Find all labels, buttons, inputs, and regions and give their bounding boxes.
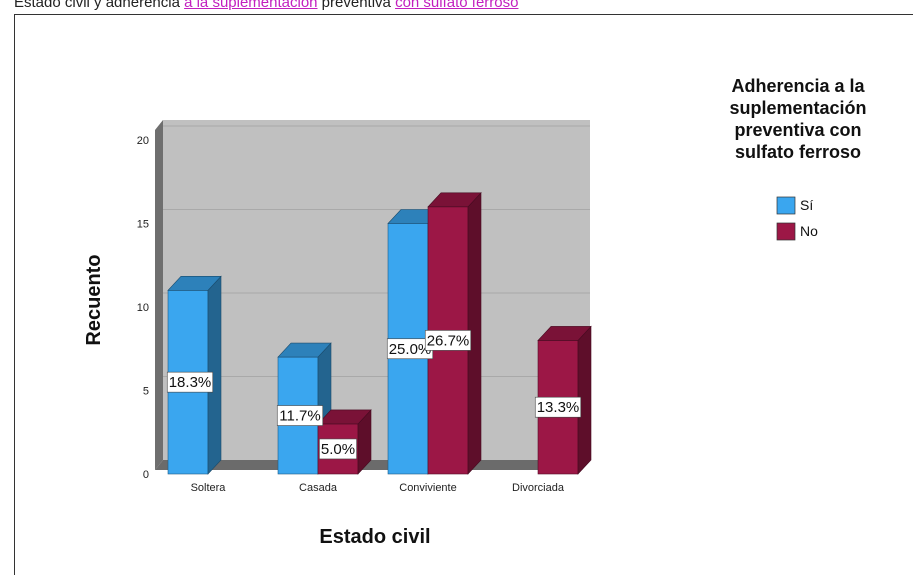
left-wall	[155, 120, 163, 470]
y-tick-label-5: 5	[143, 386, 149, 398]
bar-divorciada-no-top	[537, 326, 592, 341]
data-label-divorciada-no: 13.3%	[537, 399, 580, 416]
y-tick-label-20: 20	[137, 135, 149, 147]
x-tick-label-conviviente: Conviviente	[399, 482, 456, 494]
y-tick-label-0: 0	[143, 469, 149, 481]
caption-part-2: a la suplementación	[184, 0, 318, 11]
legend-title-line-4: sulfato ferroso	[735, 142, 861, 162]
data-label-conviviente-no: 26.7%	[427, 332, 470, 349]
back-wall	[163, 120, 590, 460]
legend-title-line-1: Adherencia a la	[731, 76, 865, 96]
data-label-casada-si-box	[276, 405, 324, 426]
data-label-conviviente-si: 25.0%	[389, 341, 432, 358]
legend-swatch-si	[776, 196, 796, 215]
legend-label-no: No	[800, 223, 818, 239]
figure-caption: Estado civil y adherencia a la suplement…	[14, 0, 518, 11]
caption-part-4: con sulfato ferroso	[395, 0, 519, 11]
caption-part-3: preventiva	[317, 0, 396, 11]
data-label-divorciada-no-box	[534, 396, 582, 418]
bar-soltera-si-top	[167, 275, 222, 291]
data-label-soltera-si-box	[166, 371, 214, 393]
legend-title-line-2: suplementación	[729, 98, 866, 118]
x-tick-label-divorciada: Divorciada	[512, 482, 565, 494]
x-tick-label-casada: Casada	[299, 482, 338, 494]
bar-conviviente-no-top	[427, 192, 482, 208]
data-label-soltera-si: 18.3%	[169, 374, 212, 391]
legend-title-line-3: preventiva con	[734, 120, 861, 140]
bar-casada-no-top	[317, 409, 372, 425]
x-axis-title: Estado civil	[319, 526, 430, 548]
y-tick-label-10: 10	[137, 302, 149, 314]
data-label-casada-no: 5.0%	[321, 441, 355, 458]
chart-frame	[14, 14, 913, 575]
caption-part-1: Estado civil y adherencia	[14, 0, 185, 11]
data-label-casada-si: 11.7%	[279, 408, 320, 425]
floor	[155, 460, 590, 470]
data-label-conviviente-no-box	[424, 330, 472, 351]
bar-casada-si-top	[277, 342, 332, 358]
y-axis-title: Recuento	[83, 254, 105, 345]
legend-swatch-no	[776, 222, 796, 241]
data-label-casada-no-box	[319, 438, 357, 460]
y-tick-label-15: 15	[137, 219, 149, 231]
x-tick-label-soltera: Soltera	[191, 482, 227, 494]
legend-label-si: Sí	[800, 197, 813, 213]
